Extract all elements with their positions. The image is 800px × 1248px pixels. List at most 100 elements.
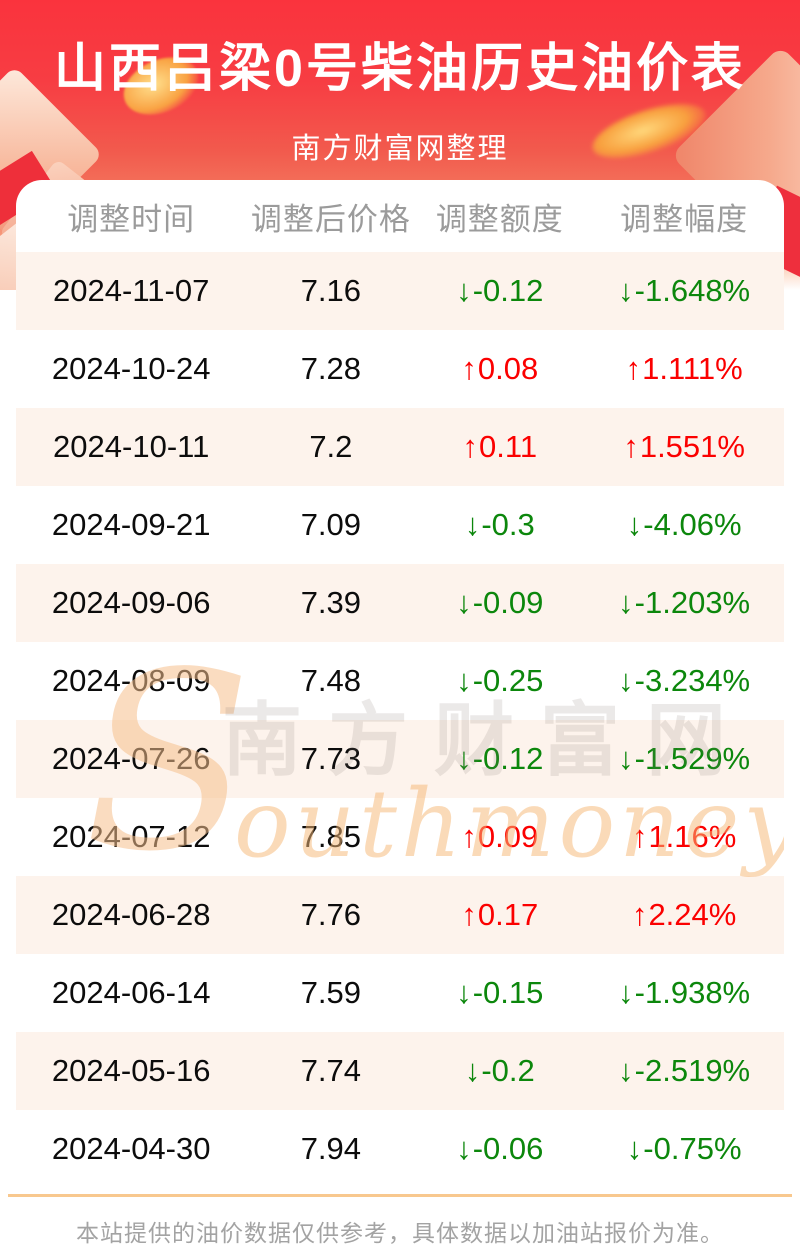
cell-price: 7.39 — [300, 585, 362, 620]
up-arrow-icon: ↑ — [623, 429, 639, 464]
page-title: 山西吕梁0号柴油历史油价表 — [54, 40, 746, 98]
table-row: 2024-06-14 7.59 ↓-0.15 ↓-1.938% — [16, 954, 784, 1032]
change-value: -0.12 — [472, 273, 544, 308]
percent-value: -3.234% — [634, 663, 751, 698]
cell-date: 2024-09-06 — [51, 585, 211, 620]
cell-date: 2024-04-30 — [51, 1131, 211, 1166]
cell-change: ↑0.17 — [415, 876, 584, 954]
down-arrow-icon: ↓ — [464, 507, 481, 542]
cell-percent: ↑1.16% — [584, 798, 784, 876]
cell-price: 7.59 — [300, 975, 362, 1010]
change-value: 0.09 — [477, 819, 539, 854]
down-arrow-icon: ↓ — [618, 1053, 634, 1088]
up-arrow-icon: ↑ — [631, 819, 648, 854]
change-value: -0.25 — [472, 663, 544, 698]
down-arrow-icon: ↓ — [456, 975, 472, 1010]
down-arrow-icon: ↓ — [456, 741, 472, 776]
table-header-row: 调整时间 调整后价格 调整额度 调整幅度 — [16, 180, 784, 252]
percent-value: -1.203% — [634, 585, 751, 620]
cell-date: 2024-11-07 — [53, 273, 210, 308]
change-value: -0.15 — [472, 975, 544, 1010]
cell-price: 7.16 — [300, 273, 362, 308]
percent-value: -4.06% — [643, 507, 742, 542]
cell-change: ↑0.08 — [415, 330, 584, 408]
table-row: 2024-07-12 7.85 ↑0.09 ↑1.16% — [16, 798, 784, 876]
percent-value: -2.519% — [634, 1053, 751, 1088]
cell-percent: ↓-4.06% — [584, 486, 784, 564]
cell-price: 7.94 — [300, 1131, 362, 1166]
percent-value: 1.551% — [639, 429, 745, 464]
down-arrow-icon: ↓ — [464, 1053, 481, 1088]
cell-change: ↓-0.09 — [415, 564, 584, 642]
column-header-percent: 调整幅度 — [620, 201, 749, 237]
cell-percent: ↑1.551% — [584, 408, 784, 486]
cell-price: 7.76 — [300, 897, 362, 932]
table-row: 2024-06-28 7.76 ↑0.17 ↑2.24% — [16, 876, 784, 954]
down-arrow-icon: ↓ — [618, 585, 634, 620]
percent-value: -1.529% — [634, 741, 751, 776]
down-arrow-icon: ↓ — [456, 273, 472, 308]
change-value: -0.09 — [472, 585, 544, 620]
footer-note: 本站提供的油价数据仅供参考，具体数据以加油站报价为准。 — [76, 1220, 724, 1246]
cell-price: 7.48 — [300, 663, 362, 698]
cell-date: 2024-10-24 — [51, 351, 211, 386]
cell-price: 7.85 — [300, 819, 362, 854]
cell-percent: ↓-1.203% — [584, 564, 784, 642]
change-value: 0.08 — [477, 351, 539, 386]
down-arrow-icon: ↓ — [456, 585, 472, 620]
cell-date: 2024-10-11 — [53, 429, 210, 464]
cell-percent: ↓-3.234% — [584, 642, 784, 720]
cell-percent: ↓-0.75% — [584, 1110, 784, 1188]
down-arrow-icon: ↓ — [618, 741, 634, 776]
cell-percent: ↓-1.529% — [584, 720, 784, 798]
column-header-price: 调整后价格 — [250, 201, 411, 237]
percent-value: 1.16% — [648, 819, 737, 854]
cell-change: ↑0.11 — [415, 408, 584, 486]
cell-date: 2024-07-12 — [51, 819, 211, 854]
down-arrow-icon: ↓ — [456, 1131, 472, 1166]
page-subtitle: 南方财富网整理 — [291, 133, 509, 165]
up-arrow-icon: ↑ — [461, 897, 477, 932]
table-row: 2024-08-09 7.48 ↓-0.25 ↓-3.234% — [16, 642, 784, 720]
cell-price: 7.09 — [300, 507, 362, 542]
table-row: 2024-10-24 7.28 ↑0.08 ↑1.111% — [16, 330, 784, 408]
cell-price: 7.74 — [300, 1053, 362, 1088]
cell-change: ↓-0.15 — [415, 954, 584, 1032]
column-header-date: 调整时间 — [67, 201, 196, 237]
down-arrow-icon: ↓ — [618, 975, 634, 1010]
cell-change: ↓-0.12 — [415, 252, 584, 330]
column-header-change: 调整额度 — [435, 201, 564, 237]
cell-date: 2024-06-28 — [51, 897, 211, 932]
cell-date: 2024-06-14 — [51, 975, 211, 1010]
footer: 本站提供的油价数据仅供参考，具体数据以加油站报价为准。 — [0, 1194, 800, 1248]
table-row: 2024-09-21 7.09 ↓-0.3 ↓-4.06% — [16, 486, 784, 564]
price-table-body: 2024-11-07 7.16 ↓-0.12 ↓-1.648% 2024-10-24 7.… — [16, 252, 784, 1188]
up-arrow-icon: ↑ — [461, 351, 477, 386]
table-row: 2024-11-07 7.16 ↓-0.12 ↓-1.648% — [16, 252, 784, 330]
change-value: -0.12 — [472, 741, 544, 776]
change-value: -0.2 — [481, 1053, 535, 1088]
cell-change: ↓-0.3 — [415, 486, 584, 564]
cell-percent: ↑1.111% — [584, 330, 784, 408]
down-arrow-icon: ↓ — [618, 273, 634, 308]
cell-change: ↑0.09 — [415, 798, 584, 876]
percent-value: 1.111% — [642, 351, 743, 386]
down-arrow-icon: ↓ — [618, 663, 634, 698]
cell-percent: ↓-2.519% — [584, 1032, 784, 1110]
cell-date: 2024-07-26 — [51, 741, 211, 776]
up-arrow-icon: ↑ — [631, 897, 648, 932]
percent-value: -0.75% — [643, 1131, 742, 1166]
footer-divider — [8, 1194, 792, 1197]
table-row: 2024-05-16 7.74 ↓-0.2 ↓-2.519% — [16, 1032, 784, 1110]
change-value: -0.3 — [481, 507, 535, 542]
cell-price: 7.73 — [300, 741, 362, 776]
table-row: 2024-10-11 7.2 ↑0.11 ↑1.551% — [16, 408, 784, 486]
cell-date: 2024-08-09 — [51, 663, 211, 698]
cell-change: ↓-0.25 — [415, 642, 584, 720]
down-arrow-icon: ↓ — [626, 507, 643, 542]
cell-price: 7.2 — [309, 429, 353, 464]
up-arrow-icon: ↑ — [461, 819, 477, 854]
cell-price: 7.28 — [300, 351, 362, 386]
percent-value: -1.648% — [634, 273, 751, 308]
price-table-card: 调整时间 调整后价格 调整额度 调整幅度 2024-11-07 7.16 ↓-0.1… — [16, 180, 784, 1188]
